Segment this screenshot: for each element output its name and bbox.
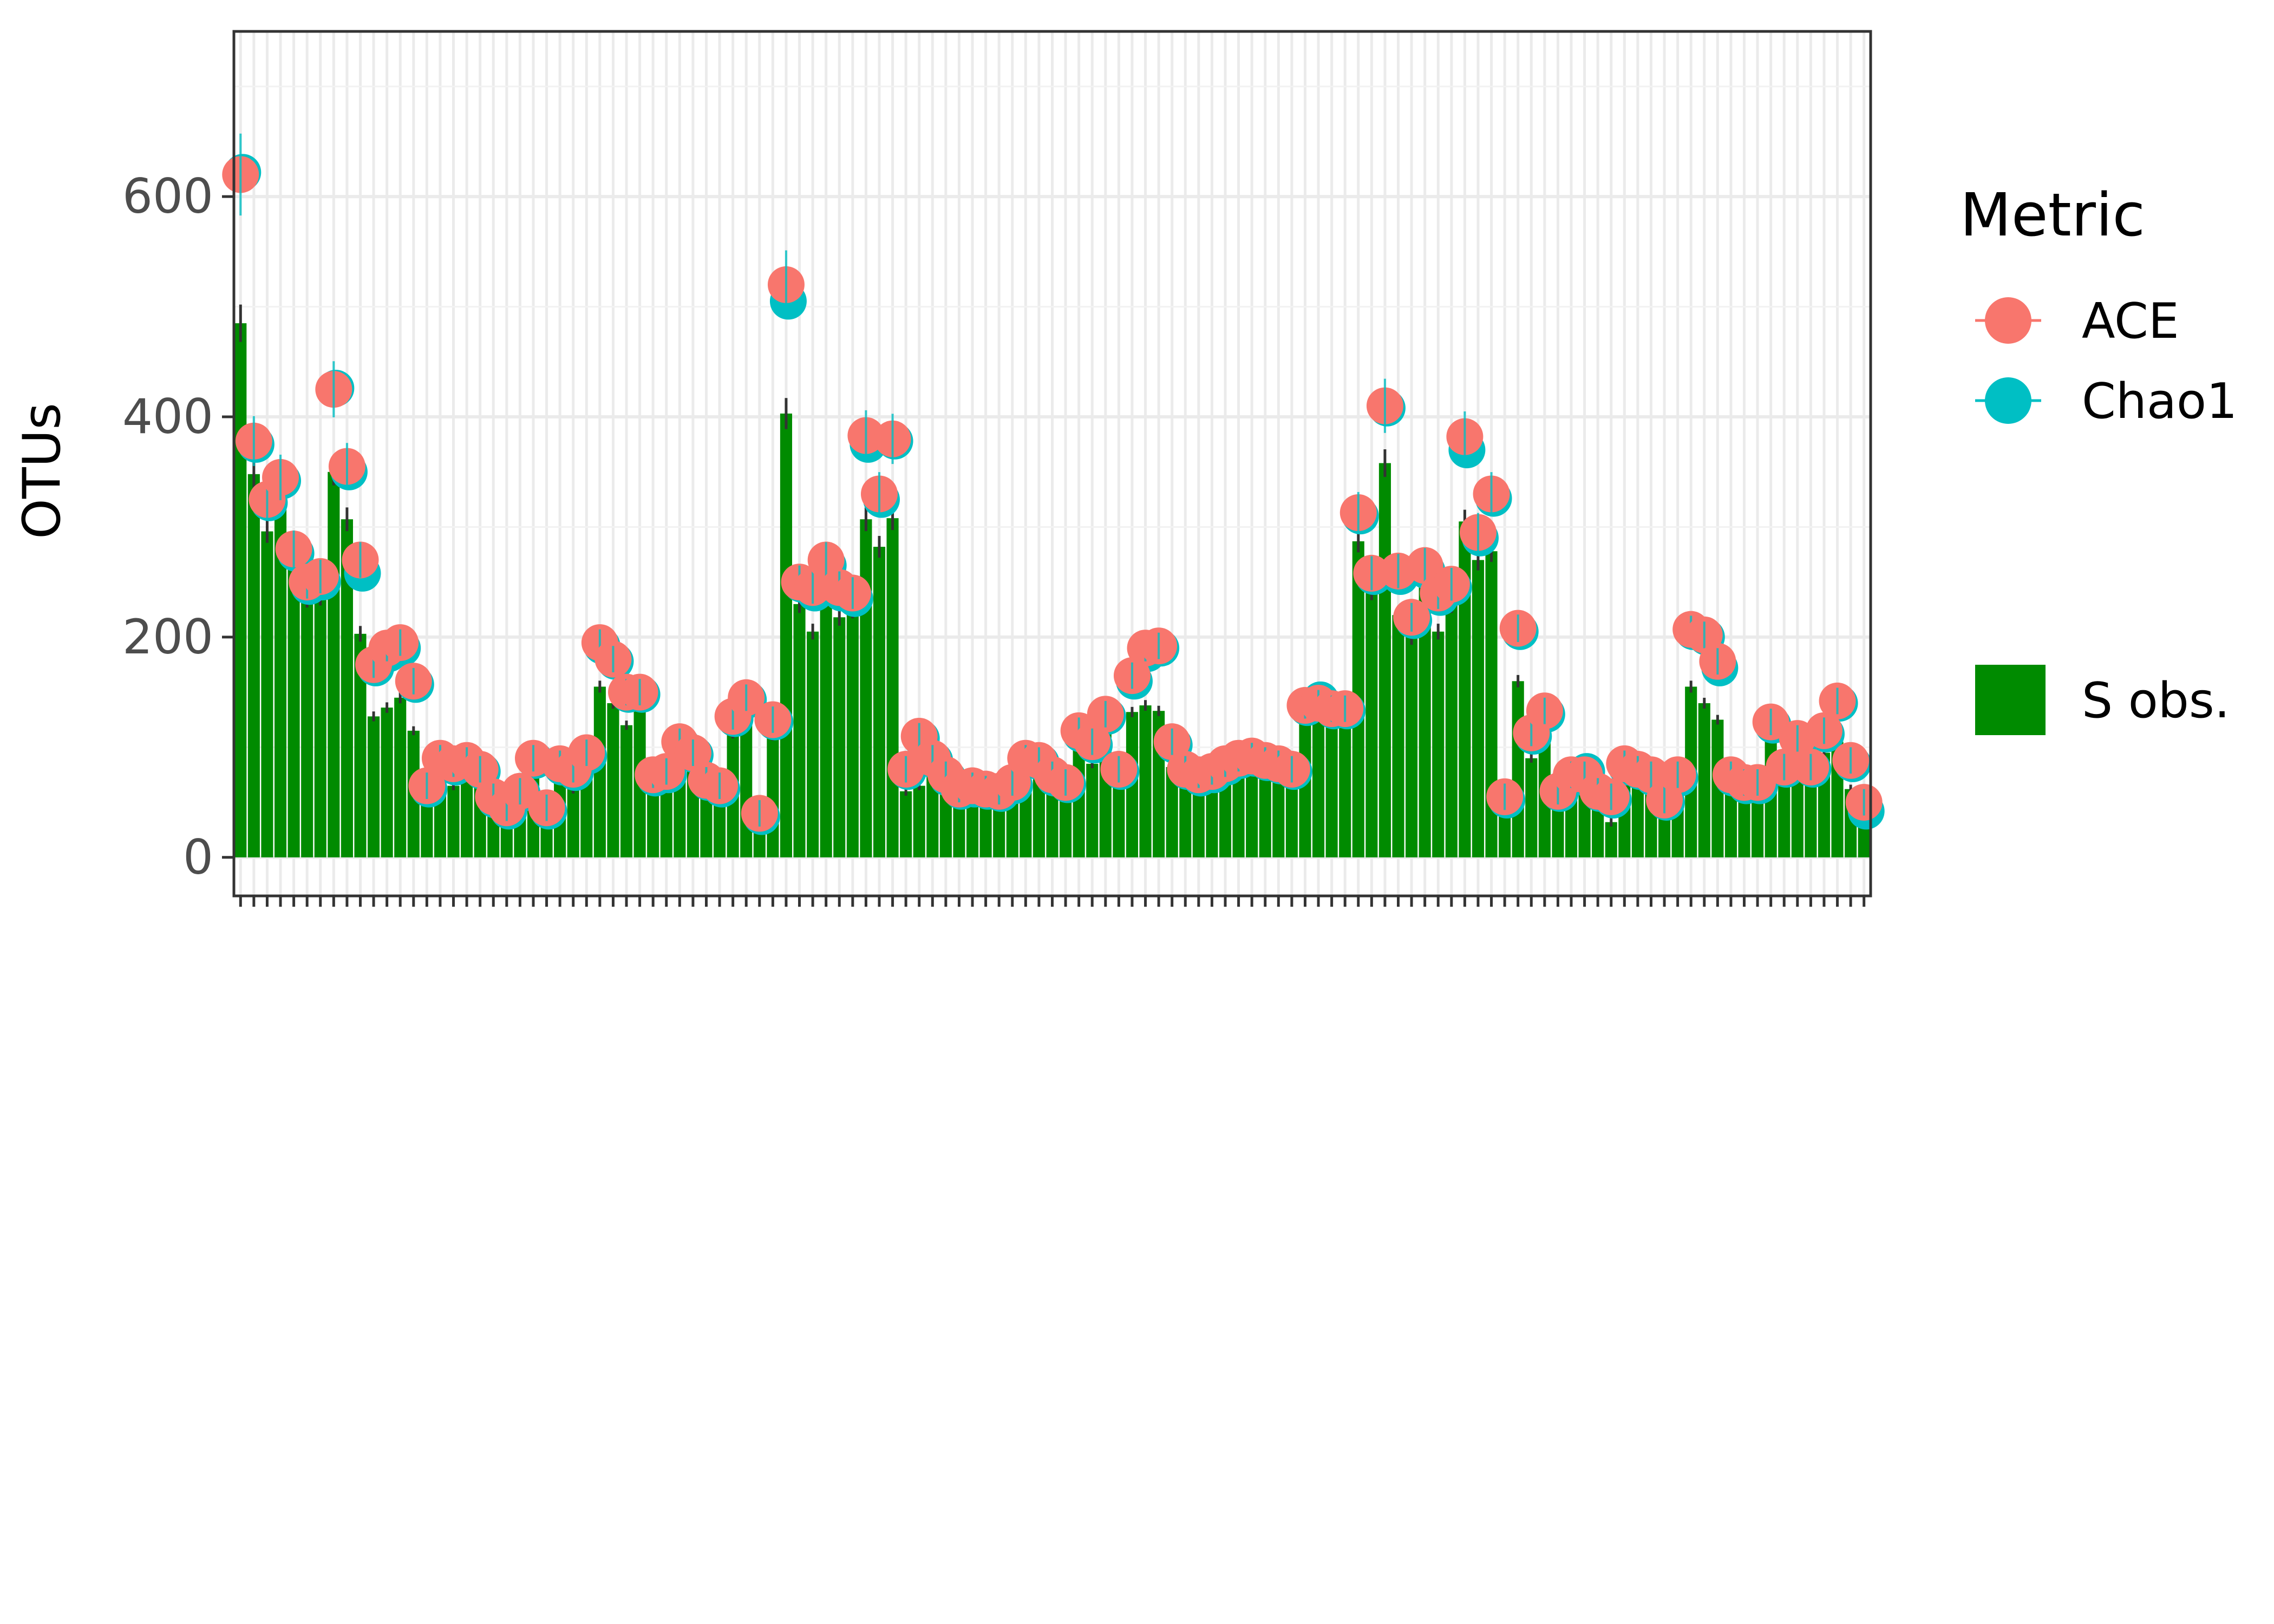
bar-s-obs: [1658, 813, 1671, 857]
bar-s-obs: [1232, 763, 1245, 857]
bar-s-obs: [354, 633, 367, 857]
bar-s-obs: [381, 708, 393, 857]
bar-s-obs: [1738, 793, 1750, 857]
y-axis-tick-label: 200: [122, 609, 213, 665]
bar-s-obs: [1724, 780, 1737, 857]
bar-s-obs: [660, 780, 672, 857]
bar-s-obs: [1419, 584, 1431, 857]
legend-label: ACE: [2082, 293, 2179, 350]
bar-s-obs: [461, 769, 473, 857]
bar-s-obs: [1472, 560, 1485, 857]
bar-s-obs: [807, 631, 819, 857]
bar-s-obs: [447, 785, 460, 857]
bar-s-obs: [833, 617, 846, 857]
legend-label: Chao1: [2082, 373, 2237, 430]
bar-s-obs: [1299, 719, 1311, 857]
bar-s-obs: [1805, 782, 1817, 857]
bar-s-obs: [328, 472, 340, 857]
bar-s-obs: [567, 789, 579, 857]
bar-s-obs: [1406, 637, 1418, 857]
bar-s-obs: [886, 518, 899, 857]
bar-s-obs: [301, 598, 313, 857]
bar-s-obs: [873, 547, 886, 857]
bar-s-obs: [593, 686, 606, 857]
legend: Metric ACE Chao1 S obs.: [1960, 180, 2237, 735]
bar-s-obs: [274, 501, 287, 857]
bar-s-obs: [1179, 780, 1192, 857]
bar-s-obs: [1512, 681, 1524, 857]
bar-s-obs: [1711, 719, 1724, 857]
bar-s-obs: [900, 791, 912, 857]
bar-s-obs: [261, 531, 273, 857]
bar-s-obs: [421, 802, 433, 857]
points-richness-estimates: [222, 133, 1885, 835]
bar-s-obs: [1485, 551, 1498, 857]
bar-s-obs: [620, 725, 633, 857]
legend-label: S obs.: [2082, 672, 2230, 729]
bar-s-obs: [1432, 631, 1445, 857]
bar-s-obs: [793, 604, 806, 857]
bar-s-obs: [820, 577, 832, 857]
bar-s-obs: [341, 519, 353, 857]
bar-s-obs: [1073, 749, 1085, 857]
bar-s-obs: [1325, 723, 1338, 857]
legend-key-point: [1985, 377, 2031, 424]
bar-s-obs: [580, 775, 593, 857]
bar-s-obs: [913, 785, 925, 857]
bar-s-obs: [1459, 521, 1471, 857]
bar-s-obs: [1365, 591, 1378, 857]
bar-s-obs: [1552, 802, 1564, 857]
bar-s-obs: [1259, 763, 1271, 857]
y-axis-title: OTUs: [12, 403, 72, 539]
legend-key-point: [1985, 297, 2031, 344]
bar-s-obs: [1285, 775, 1298, 857]
bar-s-obs: [1592, 802, 1604, 857]
bar-s-obs: [1392, 615, 1404, 857]
bar-s-obs: [993, 796, 1005, 857]
bar-s-obs: [700, 791, 713, 857]
bar-s-obs: [1445, 604, 1458, 857]
bar-s-obs: [1086, 763, 1099, 857]
y-axis-tick-label: 0: [183, 829, 213, 885]
bar-s-obs: [1339, 723, 1351, 857]
bar-s-obs: [1206, 780, 1218, 857]
bar-s-obs: [1698, 703, 1710, 857]
bar-s-obs: [647, 785, 659, 857]
bar-s-obs: [1139, 705, 1152, 857]
bar-s-obs: [1605, 822, 1617, 857]
bar-s-obs: [1246, 760, 1258, 857]
bar-s-obs: [740, 714, 753, 857]
bar-s-obs: [1113, 778, 1125, 857]
bar-s-obs: [1378, 463, 1391, 857]
bar-s-obs: [780, 413, 793, 857]
bar-s-obs: [1312, 709, 1325, 857]
axes: OTUs 0 200 400 600: [12, 168, 1866, 907]
bar-s-obs: [846, 610, 859, 857]
bar-s-obs: [860, 519, 872, 857]
bar-s-obs: [1219, 769, 1232, 857]
bar-s-obs: [1192, 784, 1205, 857]
bar-s-obs: [767, 736, 779, 857]
bar-s-obs: [966, 796, 979, 857]
bar-s-obs: [1752, 793, 1764, 857]
bar-s-obs: [1631, 782, 1644, 857]
bar-s-obs: [247, 474, 260, 857]
bar-s-obs: [1272, 769, 1285, 857]
bar-s-obs: [368, 716, 380, 857]
bar-s-obs: [394, 697, 407, 857]
bar-s-obs: [287, 560, 300, 857]
bar-s-obs: [1525, 758, 1538, 857]
bar-s-obs: [234, 323, 247, 857]
bar-s-obs: [1166, 767, 1178, 857]
y-axis-tick-label: 600: [122, 168, 213, 224]
legend-key-bar: [1975, 665, 2046, 735]
bar-s-obs: [607, 703, 619, 857]
y-axis-tick-label: 400: [122, 389, 213, 444]
bar-s-obs: [1046, 780, 1058, 857]
bar-s-obs: [314, 596, 326, 857]
bar-s-obs: [1778, 782, 1791, 857]
legend-title: Metric: [1960, 180, 2145, 250]
bar-s-obs: [1060, 789, 1072, 857]
